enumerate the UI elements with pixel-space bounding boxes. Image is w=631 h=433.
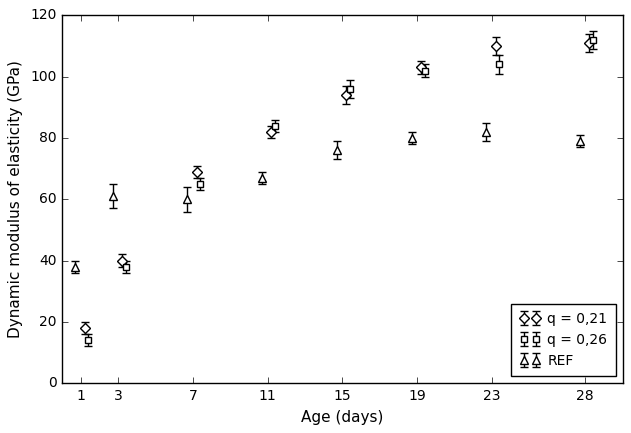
Legend: q = 0,21, q = 0,26, REF: q = 0,21, q = 0,26, REF: [511, 304, 616, 376]
Y-axis label: Dynamic modulus of elasticity (GPa): Dynamic modulus of elasticity (GPa): [8, 60, 23, 338]
X-axis label: Age (days): Age (days): [301, 410, 384, 425]
